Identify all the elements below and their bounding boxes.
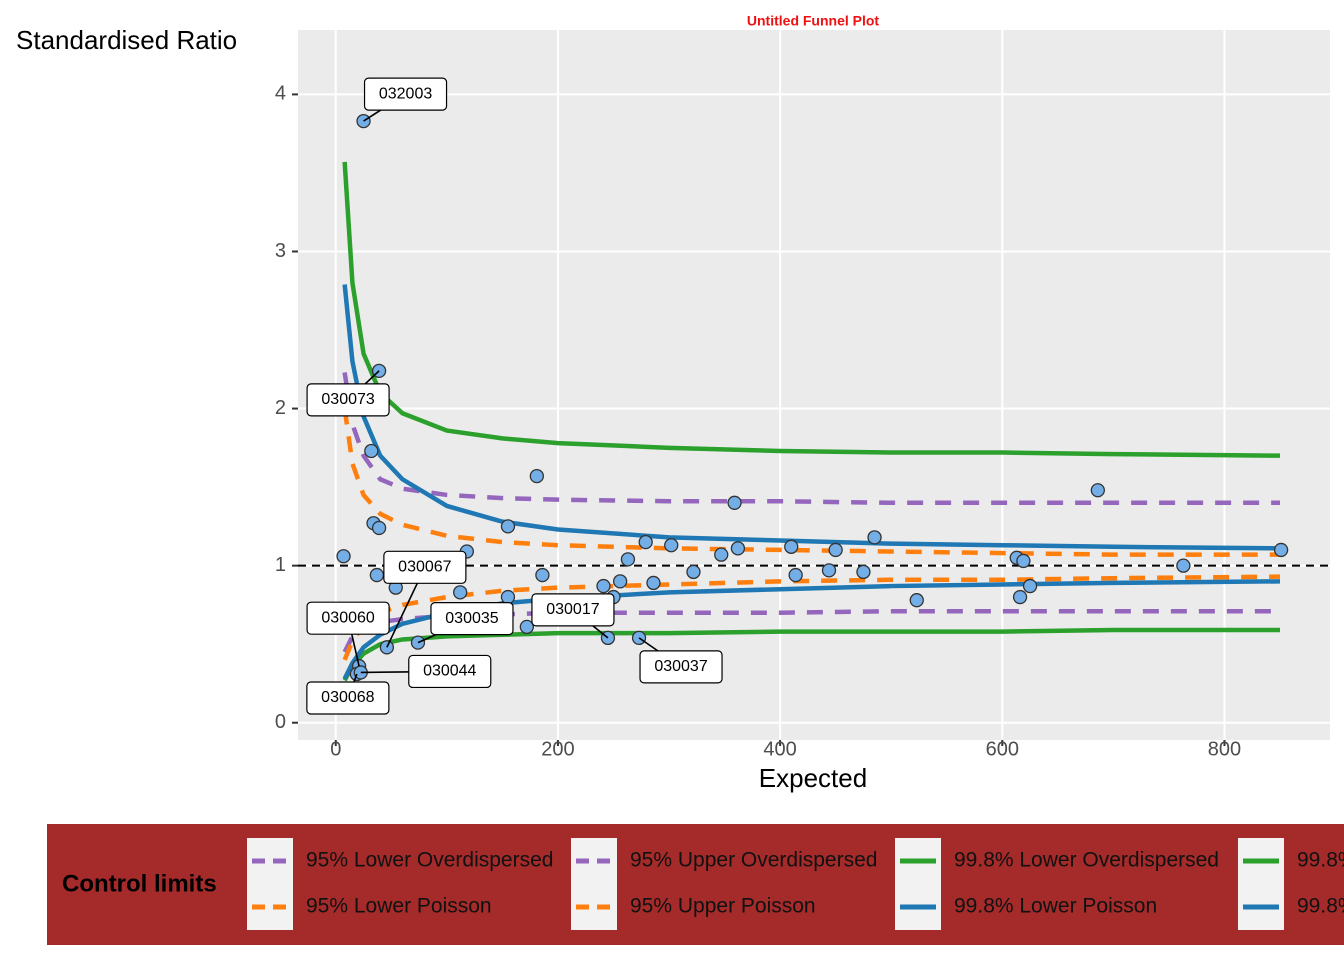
- data-point: [1012, 589, 1028, 605]
- legend-label: 95% Lower Overdispersed: [306, 849, 553, 872]
- annotation-label: 030017: [546, 601, 599, 618]
- data-point: [664, 538, 679, 553]
- x-tick-label: 0: [330, 738, 341, 760]
- data-point: [867, 530, 882, 545]
- data-point: [369, 567, 385, 583]
- y-tick-label: 1: [275, 554, 286, 576]
- annotation-box: [430, 602, 514, 636]
- annotation-label: 030060: [321, 609, 374, 626]
- legend-label: 95% Upper Overdispersed: [630, 849, 877, 872]
- data-point: [686, 564, 701, 580]
- legend-label: 99.8% Lower Overdispersed: [954, 849, 1219, 872]
- data-point: [529, 468, 544, 484]
- annotation-box: [306, 601, 390, 635]
- legend-key-box: [247, 838, 293, 930]
- annotation-label: 030073: [321, 391, 374, 408]
- annotation-box: [408, 654, 492, 689]
- x-tick-label: 800: [1208, 738, 1241, 760]
- data-point: [638, 534, 653, 550]
- control-limit-line: [342, 627, 1281, 682]
- control-limit-line: [342, 408, 1281, 557]
- control-limit-line: [342, 284, 1281, 551]
- data-point: [788, 567, 803, 583]
- data-point: [714, 547, 729, 562]
- legend-label: 95% Lower Poisson: [306, 895, 492, 918]
- annotations: 032003 030073 030060 030068 030067 030035 0300…: [306, 77, 723, 715]
- annotation-box: [639, 650, 723, 684]
- data-point: [784, 539, 799, 554]
- x-tick-label: 200: [541, 738, 574, 760]
- annotation-label: 032003: [379, 85, 432, 102]
- data-point: [371, 520, 387, 536]
- data-point: [1022, 578, 1038, 594]
- data-point: [613, 574, 628, 589]
- data-point: [1016, 553, 1031, 569]
- control-limit-line: [342, 372, 1281, 506]
- y-tick-label: 3: [275, 240, 286, 262]
- data-point: [828, 542, 843, 558]
- data-point: [727, 495, 742, 510]
- data-point: [336, 549, 351, 564]
- x-tick-label: 600: [986, 738, 1019, 760]
- data-point: [1176, 558, 1191, 573]
- data-point: [364, 443, 379, 459]
- data-point: [500, 589, 516, 605]
- control-limit-line: [342, 579, 1281, 680]
- axes: 0 200 400 600 800 0 1 2 3 4: [275, 83, 1241, 761]
- y-tick-label: 0: [275, 711, 286, 733]
- legend-key-box: [571, 838, 617, 930]
- data-point: [730, 541, 746, 556]
- data-point: [856, 564, 871, 580]
- annotation-box: [531, 593, 615, 627]
- data-point: [1273, 542, 1289, 558]
- data-point: [453, 585, 468, 600]
- annotation-label: 030067: [398, 559, 451, 576]
- data-point: [519, 619, 534, 635]
- legend-label: 95% Upper Poisson: [630, 895, 816, 918]
- y-axis-title: Standardised Ratio: [16, 25, 237, 55]
- data-point: [909, 593, 924, 608]
- chart-title: Untitled Funnel Plot: [747, 13, 880, 29]
- grid: [298, 30, 1330, 740]
- data-point: [1090, 483, 1105, 498]
- x-axis-title: Expected: [759, 763, 867, 793]
- legend-label: 99.8% Upper Poisson: [1297, 895, 1344, 918]
- annotation-label: 030037: [654, 658, 707, 675]
- annotation-box: [306, 383, 390, 417]
- legend-key-box: [895, 838, 941, 930]
- legend-label: 99.8% Upper Overdispersed: [1297, 849, 1344, 872]
- data-point: [646, 575, 661, 591]
- legend: Control limits 95% Lower Overdispersed 95…: [47, 824, 1344, 945]
- data-point: [596, 578, 611, 594]
- data-point: [821, 563, 837, 578]
- annotation-box: [306, 681, 390, 715]
- annotation-label: 030044: [423, 663, 476, 680]
- y-tick-label: 4: [275, 83, 286, 105]
- legend-label: 99.8% Lower Poisson: [954, 895, 1157, 918]
- x-tick-label: 400: [763, 738, 796, 760]
- legend-key-box: [1238, 838, 1284, 930]
- annotation-label: 030068: [321, 689, 374, 706]
- data-point: [535, 567, 550, 583]
- annotation-box: [363, 77, 448, 111]
- annotation-label: 030035: [445, 610, 498, 627]
- legend-background: [47, 824, 1344, 945]
- data-point: [620, 552, 636, 567]
- points: [336, 113, 1289, 682]
- legend-title: Control limits: [62, 870, 217, 897]
- y-tick-label: 2: [275, 397, 286, 419]
- control-limit-line: [342, 161, 1281, 458]
- annotation-box: [383, 550, 467, 584]
- data-point: [500, 519, 516, 534]
